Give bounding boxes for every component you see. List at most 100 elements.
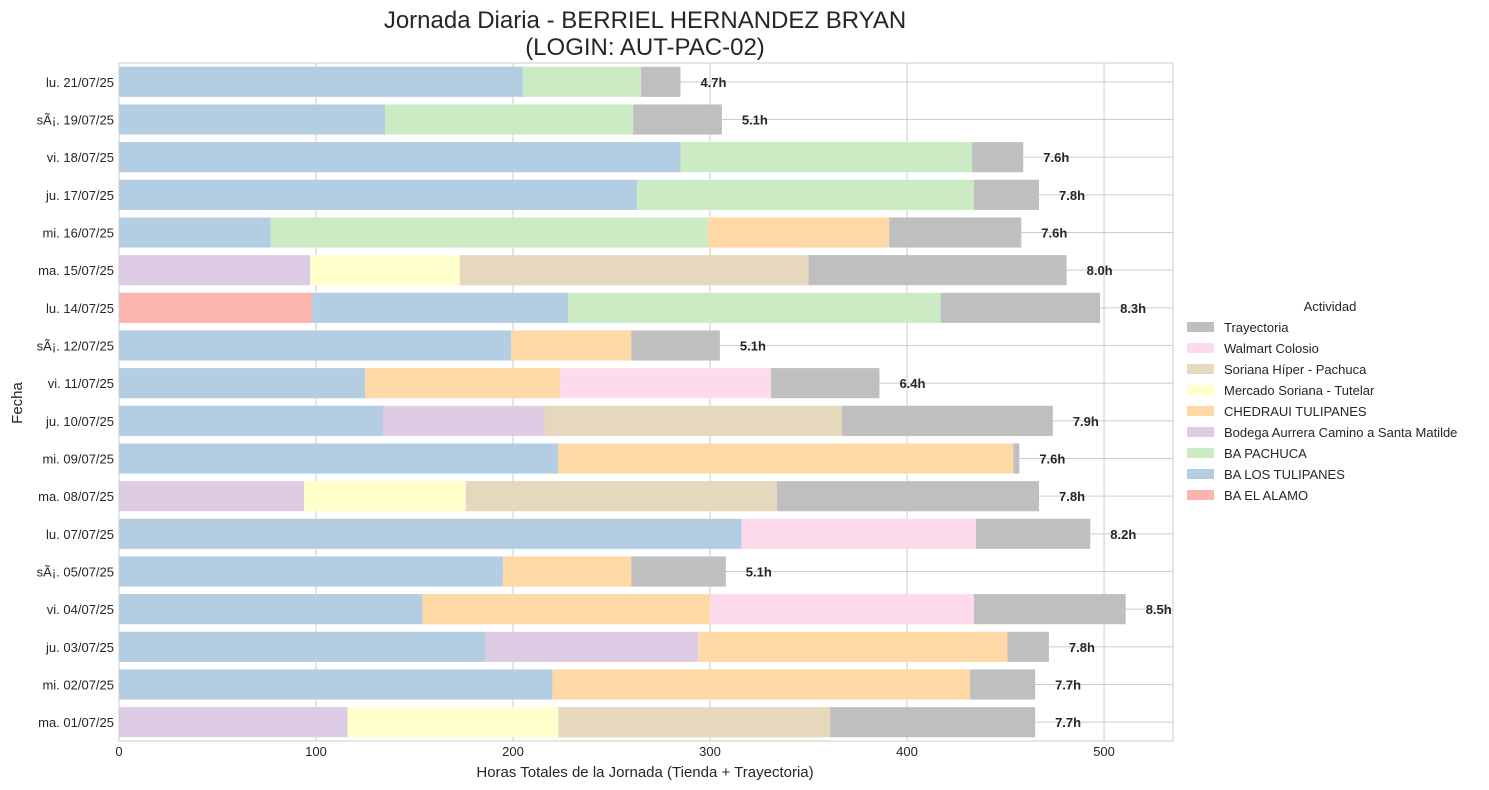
total-labels: 4.7h 5.1h 7.6h 7.8h 7.6h 8.0h 8.3h 5.1h 6.4h 7.9h… bbox=[700, 75, 1171, 730]
legend-swatch bbox=[1187, 364, 1214, 374]
bar-segment-ba-pachuca bbox=[522, 66, 642, 97]
y-tick-label: mi. 16/07/25 bbox=[42, 226, 114, 241]
bar-total-label: 7.7h bbox=[1055, 715, 1081, 730]
bar-segment-ba-los-tulipanes bbox=[119, 217, 271, 248]
y-tick-label: vi. 18/07/25 bbox=[47, 150, 114, 165]
plot-border bbox=[118, 62, 1174, 742]
bar-total-label: 7.6h bbox=[1041, 226, 1067, 241]
bar-segment-ba-el-alamo bbox=[119, 292, 313, 323]
bar-total-label: 5.1h bbox=[742, 113, 768, 128]
y-tick-label: vi. 04/07/25 bbox=[47, 602, 114, 617]
bar-segment-soriana-h-per-pachuca bbox=[459, 255, 809, 286]
bar-segment-chedraui-tulipanes bbox=[422, 594, 711, 625]
bar-segment-soriana-h-per-pachuca bbox=[465, 481, 778, 512]
bar-total-label: 8.5h bbox=[1146, 602, 1172, 617]
legend-swatch bbox=[1187, 427, 1214, 437]
bar-segment-chedraui-tulipanes bbox=[708, 217, 890, 248]
bar-total-label: 8.3h bbox=[1120, 301, 1146, 316]
bar-segment-bodega-aurrera-camino-a-santa-matilde bbox=[119, 707, 348, 738]
bar-segment-trayectoria bbox=[1007, 631, 1049, 662]
legend-label: Bodega Aurrera Camino a Santa Matilde bbox=[1224, 425, 1457, 440]
bar-segment-ba-los-tulipanes bbox=[119, 556, 504, 587]
bars bbox=[119, 66, 1126, 738]
bar-segment-ba-los-tulipanes bbox=[119, 669, 553, 700]
bar-total-label: 7.9h bbox=[1073, 414, 1099, 429]
bar-segment-ba-los-tulipanes bbox=[119, 443, 559, 474]
bar-segment-trayectoria bbox=[641, 66, 681, 97]
chart-title-line-1: Jornada Diaria - BERRIEL HERNANDEZ BRYAN bbox=[384, 7, 906, 34]
bar-segment-chedraui-tulipanes bbox=[558, 443, 1014, 474]
legend-swatch bbox=[1187, 490, 1214, 500]
bar-total-label: 7.6h bbox=[1043, 150, 1069, 165]
bar-segment-soriana-h-per-pachuca bbox=[544, 405, 843, 436]
bar-total-label: 8.0h bbox=[1087, 263, 1113, 278]
bar-segment-soriana-h-per-pachuca bbox=[558, 707, 831, 738]
bar-segment-trayectoria bbox=[631, 330, 720, 361]
bar-segment-walmart-colosio bbox=[560, 368, 772, 399]
legend-title: Actividad bbox=[1304, 299, 1357, 314]
bar-total-label: 7.8h bbox=[1059, 489, 1085, 504]
bar-segment-trayectoria bbox=[633, 104, 722, 135]
y-tick-label: vi. 11/07/25 bbox=[48, 376, 114, 391]
y-axis-ticks: lu. 21/07/25 sÃ¡. 19/07/25 vi. 18/07/25 ju.… bbox=[37, 75, 114, 730]
x-tick-label: 300 bbox=[699, 744, 721, 759]
legend-swatch bbox=[1187, 469, 1214, 479]
bar-segment-ba-pachuca bbox=[568, 292, 941, 323]
bar-segment-chedraui-tulipanes bbox=[698, 631, 1008, 662]
y-tick-label: lu. 21/07/25 bbox=[46, 75, 114, 90]
y-tick-label: mi. 09/07/25 bbox=[42, 452, 114, 467]
bar-segment-ba-los-tulipanes bbox=[119, 179, 638, 210]
bar-total-label: 4.7h bbox=[700, 75, 726, 90]
bar-segment-trayectoria bbox=[889, 217, 1022, 248]
bar-total-label: 5.1h bbox=[740, 339, 766, 354]
bar-segment-trayectoria bbox=[830, 707, 1036, 738]
legend-label: Soriana Híper - Pachuca bbox=[1224, 362, 1367, 377]
legend-label: CHEDRAUI TULIPANES bbox=[1224, 404, 1367, 419]
y-tick-label: ma. 08/07/25 bbox=[38, 489, 114, 504]
x-tick-label: 0 bbox=[115, 744, 122, 759]
bar-segment-ba-los-tulipanes bbox=[119, 518, 742, 549]
y-tick-label: ju. 10/07/25 bbox=[45, 414, 114, 429]
bar-segment-trayectoria bbox=[975, 518, 1091, 549]
bar-segment-ba-los-tulipanes bbox=[119, 330, 512, 361]
x-tick-label: 100 bbox=[305, 744, 327, 759]
bar-segment-ba-los-tulipanes bbox=[119, 631, 486, 662]
legend-label: Walmart Colosio bbox=[1224, 341, 1319, 356]
bar-segment-bodega-aurrera-camino-a-santa-matilde bbox=[119, 255, 311, 286]
bar-segment-chedraui-tulipanes bbox=[552, 669, 971, 700]
bar-segment-trayectoria bbox=[974, 594, 1126, 625]
legend-label: BA LOS TULIPANES bbox=[1224, 467, 1345, 482]
bar-segment-mercado-soriana-tutelar bbox=[347, 707, 559, 738]
bar-total-label: 7.8h bbox=[1069, 640, 1095, 655]
x-axis-ticks: 0 100 200 300 400 500 bbox=[115, 744, 1115, 759]
x-tick-label: 200 bbox=[502, 744, 524, 759]
bar-segment-ba-los-tulipanes bbox=[312, 292, 569, 323]
bar-segment-ba-pachuca bbox=[384, 104, 634, 135]
bar-total-label: 6.4h bbox=[899, 376, 925, 391]
y-tick-label: sÃ¡. 12/07/25 bbox=[37, 339, 114, 354]
legend-label: BA PACHUCA bbox=[1224, 446, 1307, 461]
bar-segment-trayectoria bbox=[1013, 443, 1020, 474]
bar-segment-chedraui-tulipanes bbox=[511, 330, 632, 361]
legend-swatch bbox=[1187, 322, 1214, 332]
bar-segment-ba-pachuca bbox=[637, 179, 975, 210]
bar-segment-ba-los-tulipanes bbox=[119, 405, 383, 436]
x-tick-label: 400 bbox=[896, 744, 918, 759]
legend-swatch bbox=[1187, 448, 1214, 458]
y-tick-label: ma. 15/07/25 bbox=[38, 263, 114, 278]
bar-segment-trayectoria bbox=[777, 481, 1040, 512]
bar-segment-ba-pachuca bbox=[680, 142, 973, 173]
bar-segment-trayectoria bbox=[808, 255, 1067, 286]
bar-segment-ba-los-tulipanes bbox=[119, 594, 423, 625]
y-tick-label: ju. 03/07/25 bbox=[45, 640, 114, 655]
bar-segment-walmart-colosio bbox=[741, 518, 976, 549]
bar-segment-trayectoria bbox=[974, 179, 1040, 210]
legend-label: Mercado Soriana - Tutelar bbox=[1224, 383, 1375, 398]
legend-swatch bbox=[1187, 406, 1214, 416]
x-tick-label: 500 bbox=[1093, 744, 1115, 759]
y-tick-label: lu. 14/07/25 bbox=[46, 301, 114, 316]
bar-segment-bodega-aurrera-camino-a-santa-matilde bbox=[119, 481, 305, 512]
legend-label: BA EL ALAMO bbox=[1224, 488, 1308, 503]
legend-swatch bbox=[1187, 343, 1214, 353]
